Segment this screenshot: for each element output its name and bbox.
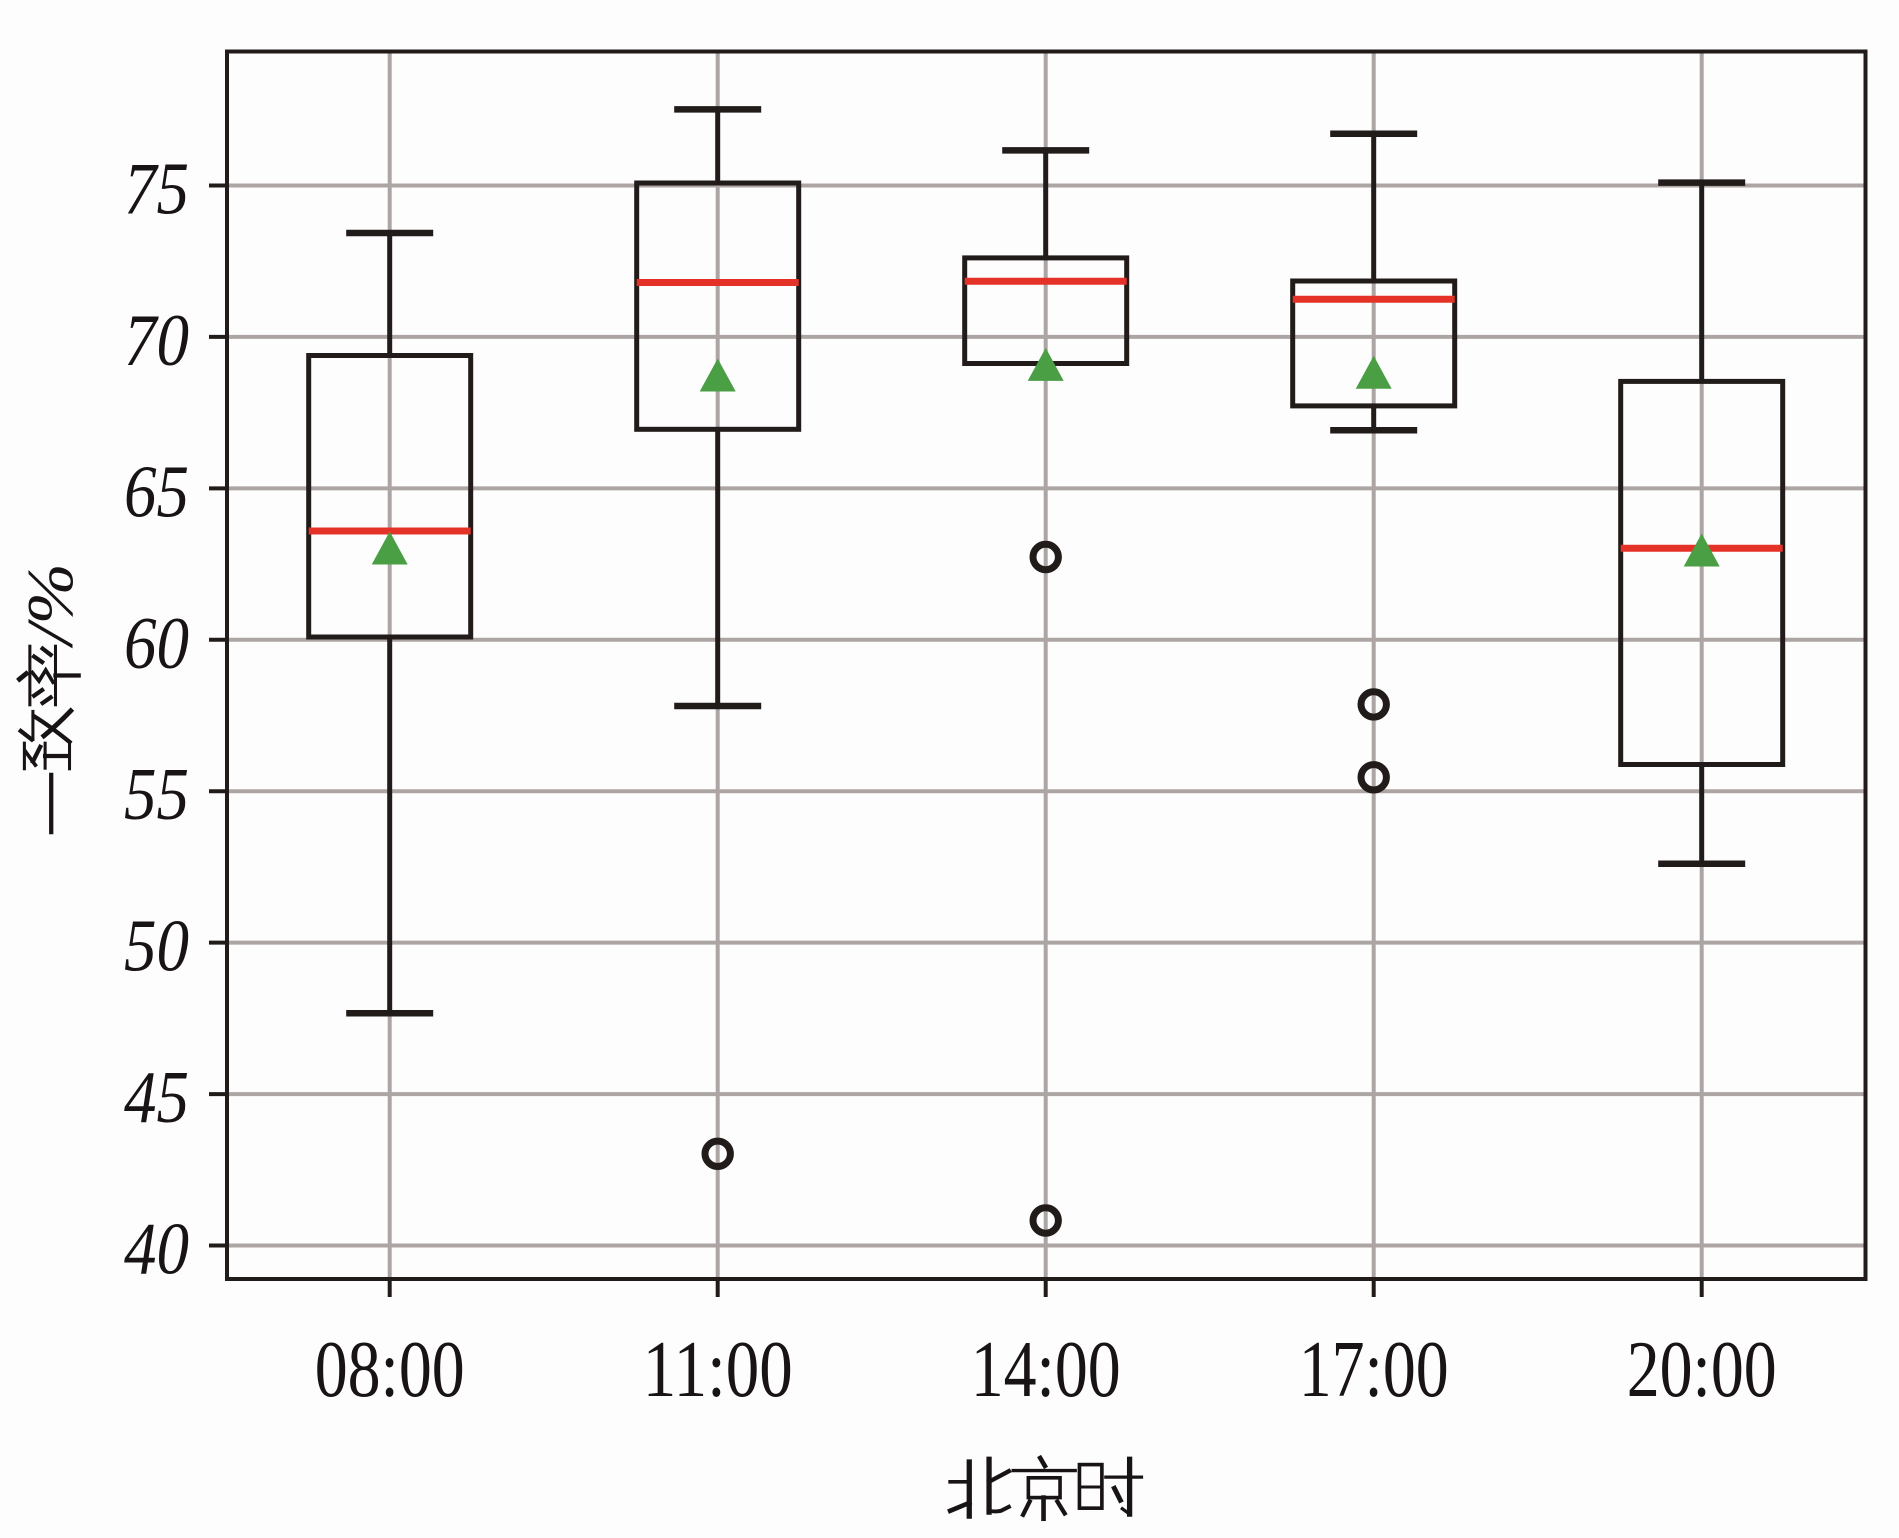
svg-text:50: 50 (124, 906, 189, 988)
svg-text:65: 65 (124, 451, 189, 533)
svg-text:/%: /% (14, 563, 87, 649)
svg-text:60: 60 (124, 603, 189, 685)
svg-text:75: 75 (124, 149, 189, 231)
svg-text:14:00: 14:00 (971, 1326, 1121, 1414)
svg-text:70: 70 (124, 300, 189, 382)
svg-text:08:00: 08:00 (315, 1326, 465, 1414)
svg-text:45: 45 (124, 1057, 189, 1139)
svg-text:20:00: 20:00 (1627, 1326, 1777, 1414)
svg-text:11:00: 11:00 (643, 1326, 793, 1414)
svg-text:17:00: 17:00 (1299, 1326, 1449, 1414)
svg-text:55: 55 (124, 754, 189, 836)
svg-text:40: 40 (124, 1209, 189, 1291)
